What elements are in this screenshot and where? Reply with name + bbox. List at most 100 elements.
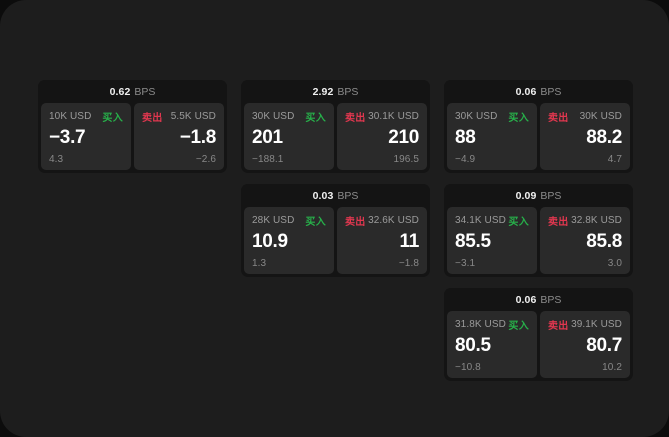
sell-notional: 30.1K USD — [368, 111, 419, 122]
sell-delta: 10.2 — [602, 362, 622, 373]
sell-panel-header: 30.1K USD 卖出 — [345, 110, 419, 124]
sell-panel-header: 39.1K USD 卖出 — [548, 318, 622, 332]
buy-panel[interactable]: 34.1K USD 买入 85.5 −3.1 — [447, 207, 537, 274]
buy-price: 80.5 — [455, 335, 491, 356]
bps-value: 2.92 — [312, 85, 334, 98]
buy-panel[interactable]: 30K USD 买入 201 −188.1 — [244, 103, 334, 170]
bps-unit-label: BPS — [337, 85, 359, 98]
bps-unit-label: BPS — [540, 85, 562, 98]
buy-delta: 4.3 — [49, 154, 64, 165]
card-header: 0.03 BPS — [241, 184, 430, 207]
sell-tag: 卖出 — [548, 321, 569, 332]
sell-panel[interactable]: 32.8K USD 卖出 85.8 3.0 — [540, 207, 630, 274]
card-header: 0.06 BPS — [444, 80, 633, 103]
buy-price: 88 — [455, 127, 476, 148]
sell-price: 11 — [399, 231, 420, 252]
sell-price: 88.2 — [586, 127, 622, 148]
buy-price: 85.5 — [455, 231, 491, 252]
buy-panel-header: 30K USD 买入 — [252, 110, 326, 124]
buy-tag: 买入 — [102, 113, 123, 124]
buy-notional: 28K USD — [252, 215, 295, 226]
card-body: 10K USD 买入 −3.7 4.3 5.5K USD 卖出 −1.8 −2.… — [38, 103, 227, 170]
sell-notional: 32.8K USD — [571, 215, 622, 226]
card-body: 30K USD 买入 201 −188.1 30.1K USD 卖出 210 1… — [241, 103, 430, 170]
quote-card-grid: 0.62 BPS 10K USD 买入 −3.7 4.3 5.5K — [38, 80, 633, 385]
sell-notional: 32.6K USD — [368, 215, 419, 226]
sell-panel[interactable]: 30.1K USD 卖出 210 196.5 — [337, 103, 427, 170]
bps-unit-label: BPS — [540, 189, 562, 202]
card-body: 31.8K USD 买入 80.5 −10.8 39.1K USD 卖出 80.… — [444, 311, 633, 378]
sell-price: 85.8 — [586, 231, 622, 252]
buy-panel-header: 31.8K USD 买入 — [455, 318, 529, 332]
sell-tag: 卖出 — [345, 217, 366, 228]
bps-value: 0.03 — [312, 189, 334, 202]
sell-delta: −1.8 — [398, 258, 419, 269]
buy-panel-header: 10K USD 买入 — [49, 110, 123, 124]
sell-price: 80.7 — [586, 335, 622, 356]
buy-delta: −188.1 — [252, 154, 284, 165]
sell-notional: 39.1K USD — [571, 319, 622, 330]
card-header: 2.92 BPS — [241, 80, 430, 103]
bps-value: 0.06 — [515, 293, 537, 306]
sell-tag: 卖出 — [142, 113, 163, 124]
buy-delta: −3.1 — [455, 258, 476, 269]
buy-tag: 买入 — [508, 321, 529, 332]
sell-panel-header: 32.8K USD 卖出 — [548, 214, 622, 228]
buy-tag: 买入 — [305, 217, 326, 228]
sell-panel-header: 30K USD 卖出 — [548, 110, 622, 124]
quote-card[interactable]: 0.09 BPS 34.1K USD 买入 85.5 −3.1 32 — [444, 184, 633, 277]
bps-value: 0.09 — [515, 189, 537, 202]
buy-delta: −4.9 — [455, 154, 476, 165]
buy-notional: 34.1K USD — [455, 215, 506, 226]
buy-panel[interactable]: 30K USD 买入 88 −4.9 — [447, 103, 537, 170]
buy-panel-header: 28K USD 买入 — [252, 214, 326, 228]
buy-panel-header: 34.1K USD 买入 — [455, 214, 529, 228]
sell-panel[interactable]: 32.6K USD 卖出 11 −1.8 — [337, 207, 427, 274]
sell-price: 210 — [388, 127, 419, 148]
sell-panel[interactable]: 5.5K USD 卖出 −1.8 −2.6 — [134, 103, 224, 170]
sell-delta: 3.0 — [607, 258, 622, 269]
quote-card[interactable]: 2.92 BPS 30K USD 买入 201 −188.1 30. — [241, 80, 430, 173]
card-body: 34.1K USD 买入 85.5 −3.1 32.8K USD 卖出 85.8… — [444, 207, 633, 274]
buy-notional: 10K USD — [49, 111, 92, 122]
sell-panel[interactable]: 30K USD 卖出 88.2 4.7 — [540, 103, 630, 170]
sell-price: −1.8 — [179, 127, 217, 148]
buy-price: 10.9 — [252, 231, 288, 252]
sell-delta: 196.5 — [393, 154, 419, 165]
buy-panel[interactable]: 10K USD 买入 −3.7 4.3 — [41, 103, 131, 170]
buy-panel[interactable]: 31.8K USD 买入 80.5 −10.8 — [447, 311, 537, 378]
bps-value: 0.06 — [515, 85, 537, 98]
card-header: 0.06 BPS — [444, 288, 633, 311]
sell-delta: 4.7 — [607, 154, 622, 165]
buy-price: 201 — [252, 127, 283, 148]
buy-tag: 买入 — [305, 113, 326, 124]
buy-notional: 30K USD — [252, 111, 295, 122]
card-body: 30K USD 买入 88 −4.9 30K USD 卖出 88.2 4.7 — [444, 103, 633, 170]
buy-notional: 30K USD — [455, 111, 498, 122]
quote-card[interactable]: 0.06 BPS 31.8K USD 买入 80.5 −10.8 3 — [444, 288, 633, 381]
buy-price: −3.7 — [49, 127, 86, 148]
buy-notional: 31.8K USD — [455, 319, 506, 330]
buy-tag: 买入 — [508, 113, 529, 124]
card-header: 0.09 BPS — [444, 184, 633, 207]
bps-unit-label: BPS — [134, 85, 156, 98]
quote-card[interactable]: 0.62 BPS 10K USD 买入 −3.7 4.3 5.5K — [38, 80, 227, 173]
bps-unit-label: BPS — [337, 189, 359, 202]
buy-tag: 买入 — [508, 217, 529, 228]
buy-delta: 1.3 — [252, 258, 267, 269]
buy-panel-header: 30K USD 买入 — [455, 110, 529, 124]
quote-card[interactable]: 0.03 BPS 28K USD 买入 10.9 1.3 32.6K — [241, 184, 430, 277]
card-header: 0.62 BPS — [38, 80, 227, 103]
sell-notional: 5.5K USD — [170, 111, 216, 122]
sell-panel-header: 32.6K USD 卖出 — [345, 214, 419, 228]
sell-notional: 30K USD — [579, 111, 622, 122]
sell-delta: −2.6 — [195, 154, 216, 165]
sell-tag: 卖出 — [548, 217, 569, 228]
sell-panel-header: 5.5K USD 卖出 — [142, 110, 216, 124]
sell-tag: 卖出 — [345, 113, 366, 124]
quote-card[interactable]: 0.06 BPS 30K USD 买入 88 −4.9 30K US — [444, 80, 633, 173]
sell-panel[interactable]: 39.1K USD 卖出 80.7 10.2 — [540, 311, 630, 378]
bps-value: 0.62 — [109, 85, 131, 98]
buy-panel[interactable]: 28K USD 买入 10.9 1.3 — [244, 207, 334, 274]
